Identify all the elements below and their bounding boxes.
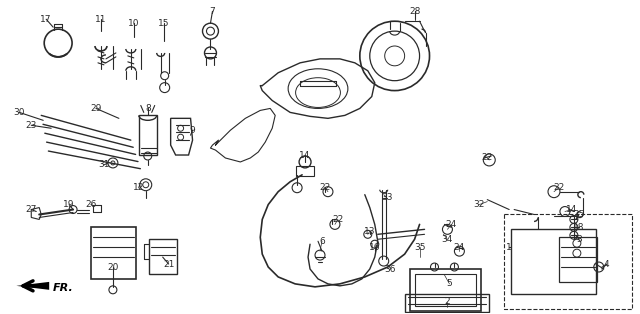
- Text: 22: 22: [554, 183, 564, 192]
- Text: 2: 2: [445, 297, 451, 306]
- Text: 36: 36: [384, 264, 396, 273]
- Bar: [139, 115, 157, 155]
- Text: 22: 22: [332, 215, 344, 224]
- Bar: [415, 274, 476, 306]
- Text: 11: 11: [95, 15, 107, 24]
- Text: 15: 15: [158, 19, 170, 28]
- Bar: [296, 166, 314, 176]
- Text: 35: 35: [414, 243, 426, 252]
- Text: 6: 6: [319, 237, 325, 246]
- Text: FR.: FR.: [53, 283, 74, 293]
- Bar: [404, 294, 489, 311]
- Text: 27: 27: [26, 205, 37, 214]
- Text: 26: 26: [85, 200, 97, 209]
- Text: 30: 30: [13, 108, 25, 117]
- Text: 16: 16: [369, 243, 381, 252]
- Polygon shape: [17, 282, 49, 290]
- Text: 3: 3: [576, 235, 582, 244]
- Text: 24: 24: [454, 243, 465, 252]
- Bar: [504, 214, 632, 309]
- Text: 8: 8: [145, 104, 150, 113]
- Text: 14: 14: [566, 205, 577, 214]
- Text: 29: 29: [90, 104, 102, 113]
- Text: 10: 10: [128, 19, 140, 28]
- Text: 20: 20: [108, 263, 118, 272]
- Text: 1: 1: [506, 243, 512, 252]
- Bar: [559, 237, 596, 282]
- Text: 17: 17: [40, 15, 52, 24]
- Bar: [410, 269, 481, 311]
- Bar: [91, 227, 136, 279]
- Text: 31: 31: [98, 160, 109, 170]
- Text: 7: 7: [209, 7, 215, 16]
- Text: 5: 5: [447, 279, 452, 288]
- Text: 19: 19: [63, 200, 75, 209]
- Text: 28: 28: [409, 7, 420, 16]
- Text: 24: 24: [446, 220, 457, 229]
- Text: 33: 33: [381, 193, 392, 202]
- Text: 13: 13: [364, 227, 376, 236]
- Text: 9: 9: [189, 126, 195, 135]
- Text: 23: 23: [26, 121, 37, 130]
- Text: 22: 22: [319, 183, 331, 192]
- Bar: [511, 229, 596, 294]
- Text: 14: 14: [300, 150, 311, 160]
- Text: 25: 25: [573, 210, 584, 219]
- Text: 4: 4: [604, 260, 609, 268]
- Bar: [148, 239, 177, 274]
- Text: 12: 12: [133, 183, 145, 192]
- Text: 22: 22: [482, 154, 493, 162]
- Text: 34: 34: [442, 235, 453, 244]
- Text: 32: 32: [474, 200, 485, 209]
- Text: 21: 21: [163, 260, 174, 268]
- Text: 18: 18: [573, 223, 584, 232]
